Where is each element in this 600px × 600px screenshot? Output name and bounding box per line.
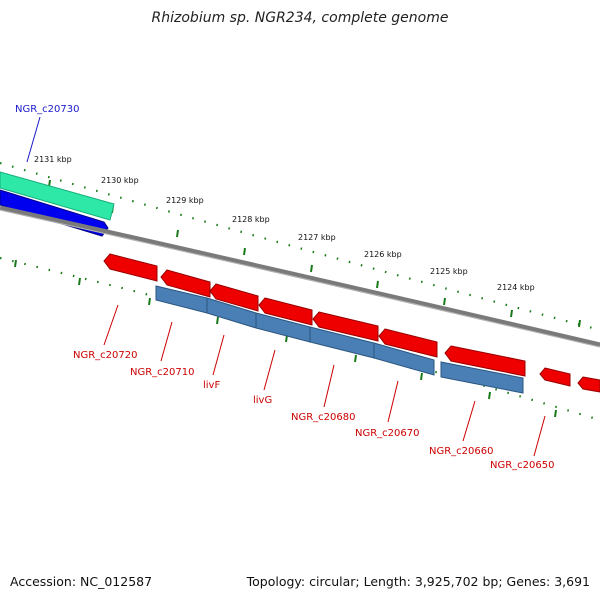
gene-label: livG	[253, 395, 272, 406]
gene-arrow	[209, 283, 259, 312]
gene-label: NGR_c20670	[355, 428, 420, 439]
forward-feature-band	[0, 171, 115, 221]
gene-leaders	[103, 304, 546, 457]
outer-tick-track	[0, 161, 600, 332]
gene-label: NGR_c20720	[73, 350, 138, 361]
reverse-cds	[155, 285, 524, 394]
gene-arrow	[312, 311, 379, 342]
kbp-labels: 2131 kbp 2130 kbp 2129 kbp 2128 kbp 2127…	[34, 155, 535, 292]
topology-summary: Topology: circular; Length: 3,925,702 bp…	[246, 574, 590, 589]
kbp-label: 2125 kbp	[430, 267, 468, 276]
gene-arrow	[258, 297, 313, 326]
cds-block	[373, 342, 435, 376]
kbp-label: 2124 kbp	[497, 283, 535, 292]
kbp-label: 2126 kbp	[364, 250, 402, 259]
genome-backbone	[0, 205, 600, 348]
inner-tick-track	[0, 256, 600, 422]
kbp-label: 2130 kbp	[101, 176, 139, 185]
gene-label: NGR_c20650	[490, 460, 555, 471]
kbp-label: 2127 kbp	[298, 233, 336, 242]
gene-arrow	[378, 328, 438, 358]
gene-labels: NGR_c20720 NGR_c20710 livF livG NGR_c206…	[73, 350, 555, 471]
gene-label: livF	[203, 380, 220, 391]
gene-arrow	[539, 367, 571, 387]
kbp-label: 2129 kbp	[166, 196, 204, 205]
forward-gene-leader	[26, 116, 41, 163]
gene-label: NGR_c20660	[429, 446, 494, 457]
reverse-genes	[103, 253, 600, 393]
gene-arrow	[444, 345, 526, 377]
cds-block	[440, 361, 524, 394]
kbp-label: 2128 kbp	[232, 215, 270, 224]
gene-arrow	[103, 253, 158, 282]
gene-label: NGR_c20680	[291, 412, 356, 423]
gene-arrow	[577, 376, 600, 393]
forward-gene-label: NGR_c20730	[15, 104, 80, 115]
kbp-label: 2131 kbp	[34, 155, 72, 164]
map-title: Rhizobium sp. NGR234, complete genome	[151, 10, 449, 26]
accession-text: Accession: NC_012587	[10, 574, 153, 589]
gene-arrow	[160, 269, 211, 298]
gene-label: NGR_c20710	[130, 367, 195, 378]
forward-strand: NGR_c20730	[0, 104, 115, 237]
